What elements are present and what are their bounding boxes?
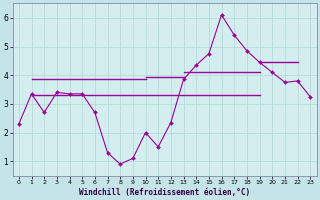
X-axis label: Windchill (Refroidissement éolien,°C): Windchill (Refroidissement éolien,°C) (79, 188, 250, 197)
